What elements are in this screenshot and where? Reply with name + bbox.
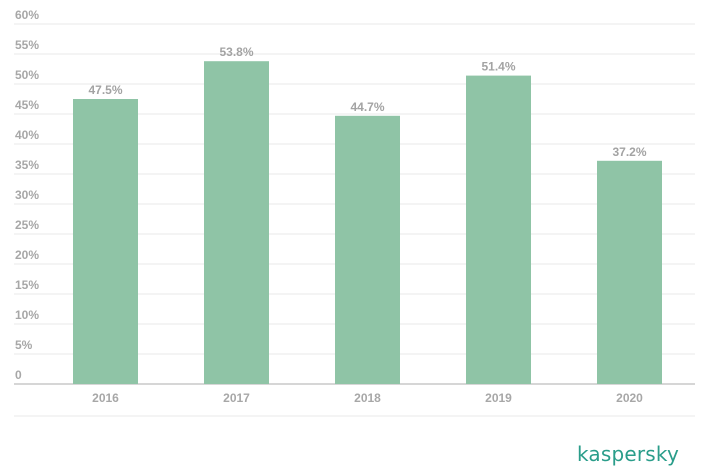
y-tick-label: 25% <box>15 218 39 232</box>
x-tick-label-2018: 2018 <box>354 391 381 405</box>
data-labels: 47.5% 53.8% 44.7% 51.4% 37.2% <box>88 45 646 159</box>
y-tick-label: 5% <box>15 338 33 352</box>
bar-2020 <box>597 160 662 384</box>
data-label-2016: 47.5% <box>88 83 122 97</box>
data-label-2018: 44.7% <box>350 100 384 114</box>
y-tick-label: 15% <box>15 278 39 292</box>
kaspersky-logo: kaspersky <box>576 442 679 466</box>
bars <box>73 61 662 385</box>
data-label-2020: 37.2% <box>612 145 646 159</box>
bar-2019 <box>466 75 531 384</box>
y-tick-label: 50% <box>15 68 39 82</box>
bar-2018 <box>335 115 400 385</box>
y-tick-label: 35% <box>15 158 39 172</box>
x-axis-tick-labels: 2016 2017 2018 2019 2020 <box>92 391 643 405</box>
x-tick-label-2020: 2020 <box>616 391 643 405</box>
y-tick-label: 30% <box>15 188 39 202</box>
data-label-2017: 53.8% <box>219 45 253 59</box>
y-axis-tick-labels: 0 5% 10% 15% 20% 25% 30% 35% 40% 45% 50% 55% 60% <box>15 8 39 382</box>
y-tick-label: 20% <box>15 248 39 262</box>
y-tick-label: 60% <box>15 8 39 22</box>
y-tick-label: 40% <box>15 128 39 142</box>
y-tick-label: 45% <box>15 98 39 112</box>
x-tick-label-2016: 2016 <box>92 391 119 405</box>
y-tick-label: 0 <box>15 368 22 382</box>
y-tick-label: 10% <box>15 308 39 322</box>
y-tick-label: 55% <box>15 38 39 52</box>
bar-2017 <box>204 61 269 384</box>
x-tick-label-2017: 2017 <box>223 391 250 405</box>
x-tick-label-2019: 2019 <box>485 391 512 405</box>
bar-2016 <box>73 99 138 384</box>
data-label-2019: 51.4% <box>481 60 515 74</box>
